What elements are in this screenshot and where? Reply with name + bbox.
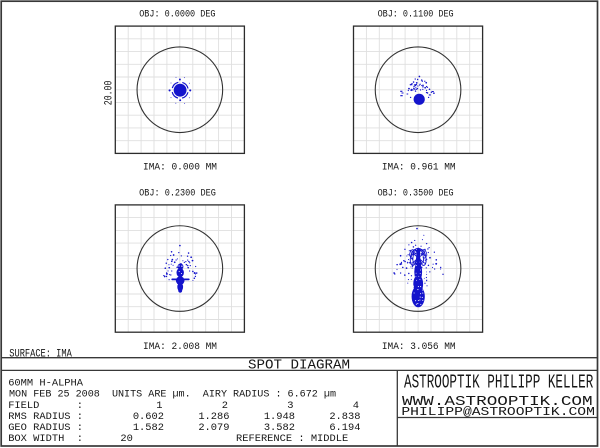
- svg-text:OBJ: 0.2300 DEG: OBJ: 0.2300 DEG: [139, 189, 216, 200]
- svg-text:4: 4: [353, 400, 359, 412]
- svg-text:SPOT DIAGRAM: SPOT DIAGRAM: [248, 358, 350, 374]
- svg-text:IMA: 2.008 MM: IMA: 2.008 MM: [143, 341, 217, 353]
- svg-text:OBJ: 0.3500 DEG: OBJ: 0.3500 DEG: [378, 189, 454, 200]
- svg-text:20.00: 20.00: [104, 81, 116, 106]
- svg-text:IMA: 0.000 MM: IMA: 0.000 MM: [143, 162, 217, 174]
- svg-text:3: 3: [287, 400, 293, 412]
- svg-text:RMS RADIUS :: RMS RADIUS :: [8, 411, 83, 423]
- svg-text:PHILIPP@ASTROOPTIK.COM: PHILIPP@ASTROOPTIK.COM: [401, 405, 595, 419]
- svg-text:2.838: 2.838: [329, 411, 360, 423]
- svg-text:0.602: 0.602: [133, 411, 164, 423]
- svg-text:IMA: 3.056 MM: IMA: 3.056 MM: [382, 341, 456, 353]
- svg-text:2: 2: [222, 400, 228, 412]
- svg-text:MON FEB 25 2008 UNITS ARE µm.: MON FEB 25 2008 UNITS ARE µm. AIRY RADIU…: [9, 389, 336, 401]
- svg-text:2.079: 2.079: [198, 422, 229, 434]
- svg-text:ASTROOPTIK PHILIPP KELLER: ASTROOPTIK PHILIPP KELLER: [404, 371, 594, 393]
- svg-text:REFERENCE : MIDDLE: REFERENCE : MIDDLE: [236, 433, 348, 445]
- svg-text:IMA: 0.961 MM: IMA: 0.961 MM: [382, 162, 456, 174]
- svg-text:1.286: 1.286: [198, 411, 229, 423]
- svg-text:GEO RADIUS :: GEO RADIUS :: [8, 422, 83, 434]
- svg-text:3.582: 3.582: [264, 422, 295, 434]
- svg-text:1.948: 1.948: [264, 411, 295, 423]
- svg-text:OBJ: 0.0000 DEG: OBJ: 0.0000 DEG: [139, 10, 215, 21]
- svg-text:60MM H-ALPHA: 60MM H-ALPHA: [8, 378, 84, 390]
- svg-text:WWW.ASTROOPTIK.COM: WWW.ASTROOPTIK.COM: [402, 395, 593, 410]
- svg-text:SURFACE: IMA: SURFACE: IMA: [9, 349, 72, 361]
- svg-text:FIELD :: FIELD :: [8, 400, 83, 412]
- svg-text:1.582: 1.582: [133, 422, 164, 434]
- svg-text:BOX WIDTH : 20: BOX WIDTH : 20: [8, 433, 133, 445]
- svg-text:1: 1: [156, 400, 162, 412]
- svg-text:6.194: 6.194: [329, 422, 360, 434]
- svg-text:OBJ: 0.1100 DEG: OBJ: 0.1100 DEG: [378, 10, 454, 21]
